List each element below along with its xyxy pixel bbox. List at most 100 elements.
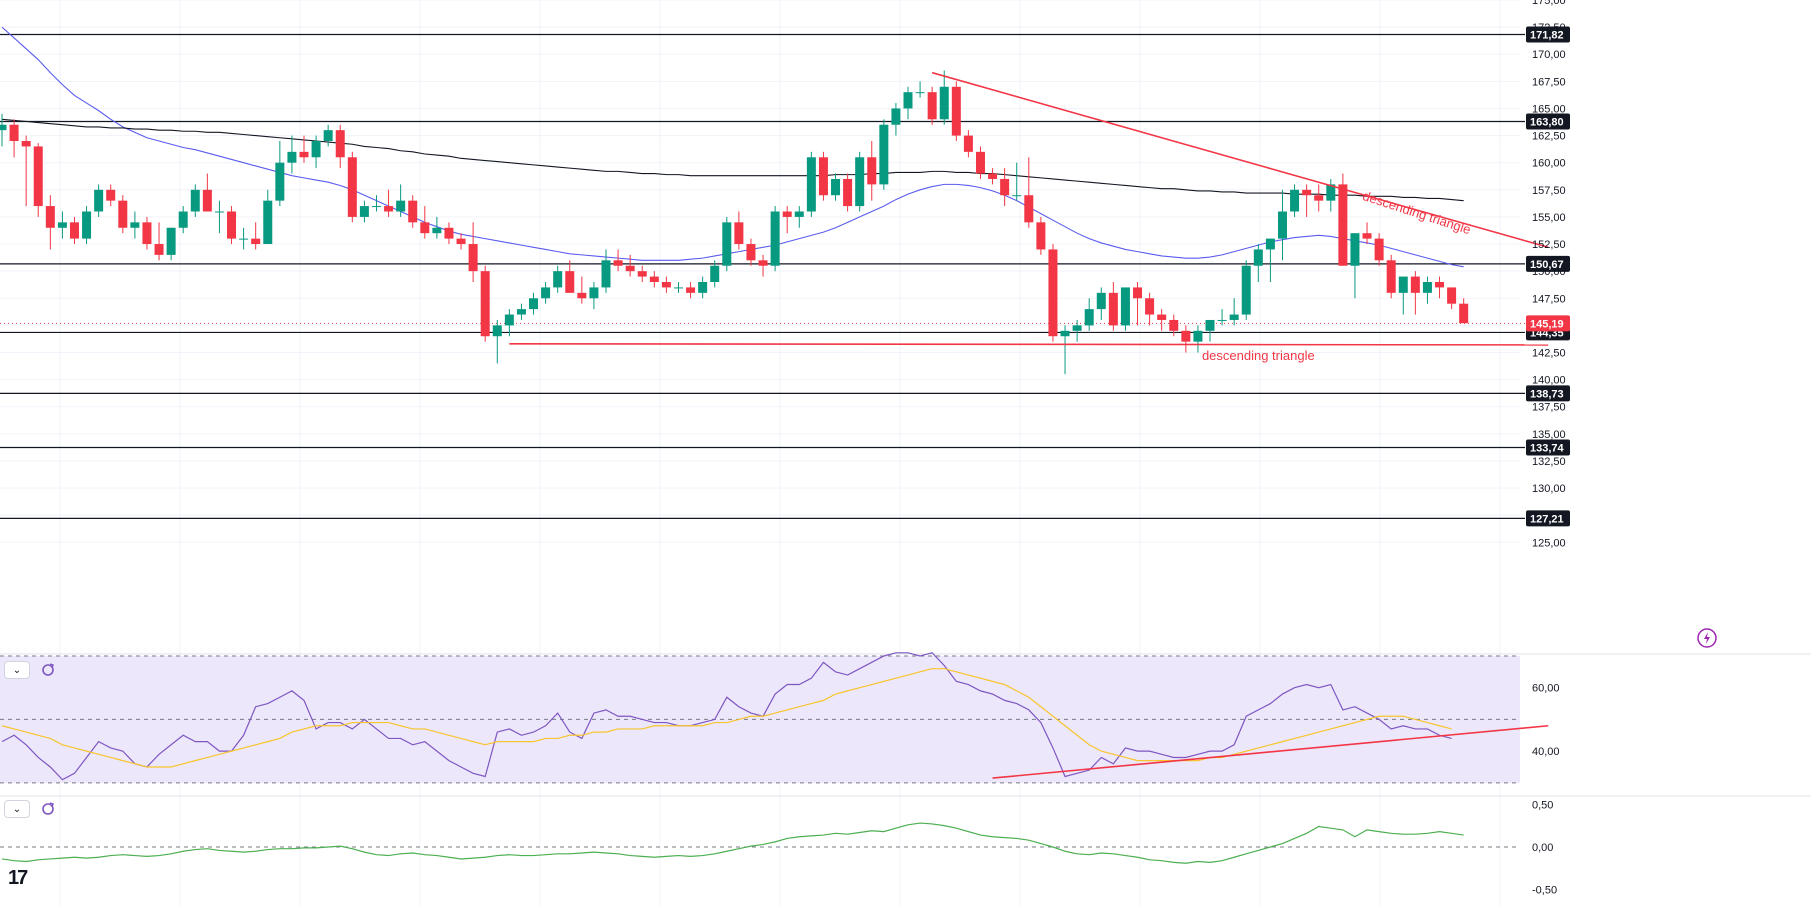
candle bbox=[1157, 309, 1167, 331]
candle-body bbox=[251, 238, 261, 245]
candle bbox=[227, 206, 237, 245]
candle bbox=[806, 151, 816, 217]
y-tick-label: 135,00 bbox=[1532, 429, 1566, 441]
candle-body bbox=[1350, 233, 1360, 266]
candle bbox=[1108, 282, 1118, 331]
candle-body bbox=[444, 227, 454, 239]
annotation-label: descending triangle bbox=[1202, 348, 1315, 363]
candle-body bbox=[335, 130, 345, 158]
candle-body bbox=[988, 173, 998, 179]
candle-body bbox=[263, 200, 273, 245]
rsi-series-line bbox=[1, 652, 1452, 781]
candle-body bbox=[492, 325, 502, 337]
candle-body bbox=[661, 282, 671, 288]
candle bbox=[323, 124, 333, 147]
candle bbox=[589, 282, 599, 310]
candle bbox=[9, 119, 19, 158]
level-label: 150,67 bbox=[1530, 259, 1564, 271]
lightning-icon[interactable] bbox=[1697, 628, 1717, 648]
candle-body bbox=[33, 146, 43, 207]
candle-body bbox=[975, 151, 985, 174]
candle-body bbox=[154, 244, 164, 255]
candle-body bbox=[915, 92, 925, 94]
candle-body bbox=[275, 162, 285, 201]
candle bbox=[855, 151, 865, 212]
candle-body bbox=[9, 124, 19, 141]
candle-body bbox=[69, 222, 79, 239]
candle bbox=[1084, 298, 1094, 331]
candle-body bbox=[565, 271, 575, 293]
candle-body bbox=[420, 222, 430, 234]
candle-body bbox=[1410, 276, 1420, 293]
candle bbox=[1350, 233, 1360, 299]
candle-body bbox=[311, 141, 321, 158]
candle bbox=[1169, 314, 1179, 337]
candle-body bbox=[384, 206, 394, 212]
y-tick-label: 137,50 bbox=[1532, 402, 1566, 414]
candle bbox=[1302, 184, 1312, 217]
candle bbox=[1181, 325, 1191, 353]
candle-body bbox=[130, 222, 140, 228]
candle bbox=[1048, 244, 1058, 342]
candle bbox=[1277, 189, 1287, 261]
candle bbox=[82, 206, 92, 245]
moving-averages bbox=[1, 26, 1464, 268]
candle-body bbox=[1205, 319, 1215, 331]
candle-body bbox=[577, 292, 587, 299]
candle bbox=[1217, 309, 1227, 326]
candle-body bbox=[1241, 265, 1251, 315]
candle-body bbox=[118, 200, 128, 228]
candle bbox=[565, 260, 575, 293]
candle-body bbox=[541, 287, 551, 299]
candle-body bbox=[722, 222, 732, 266]
candle-body bbox=[734, 222, 744, 245]
candle-body bbox=[94, 189, 104, 212]
oscillator-pane: 0,50 0,00 -0,50 bbox=[0, 795, 1811, 897]
candle bbox=[299, 135, 309, 163]
candle-body bbox=[347, 157, 357, 217]
candle bbox=[710, 260, 720, 288]
candle bbox=[94, 184, 104, 217]
candle-body bbox=[516, 309, 526, 315]
candles bbox=[0, 70, 1469, 375]
candle bbox=[311, 135, 321, 169]
y-tick-label: 157,50 bbox=[1532, 185, 1566, 197]
rsi-sync-button[interactable] bbox=[40, 662, 56, 678]
candle bbox=[1410, 271, 1420, 315]
candle-body bbox=[770, 211, 780, 266]
candle bbox=[963, 130, 973, 158]
candle bbox=[1314, 184, 1324, 212]
candle bbox=[831, 173, 841, 201]
candle bbox=[359, 200, 369, 223]
candle-body bbox=[601, 260, 611, 288]
candle-body bbox=[963, 135, 973, 152]
last-price-badge bbox=[1526, 315, 1570, 332]
candle-body bbox=[1108, 292, 1118, 326]
oscillator-sync-button[interactable] bbox=[40, 801, 56, 817]
candle bbox=[649, 271, 659, 288]
candle bbox=[1398, 276, 1408, 315]
candle-body bbox=[1314, 195, 1324, 201]
candle bbox=[21, 135, 31, 207]
candle bbox=[0, 113, 7, 147]
trendline bbox=[509, 343, 1549, 346]
candle-body bbox=[178, 211, 188, 228]
sync-icon bbox=[42, 802, 54, 815]
candle bbox=[347, 151, 357, 223]
tradingview-logo-icon: 17 bbox=[8, 867, 28, 889]
candle-body bbox=[1326, 184, 1336, 201]
candle-body bbox=[1265, 238, 1275, 250]
candle-body bbox=[758, 260, 768, 266]
candle bbox=[661, 276, 671, 293]
rsi-collapse-button[interactable]: ⌄ bbox=[4, 661, 30, 679]
candle bbox=[239, 227, 249, 250]
candle-body bbox=[408, 200, 418, 223]
trendline bbox=[931, 71, 1549, 249]
candle bbox=[214, 200, 224, 234]
candle bbox=[444, 222, 454, 245]
oscillator-collapse-button[interactable]: ⌄ bbox=[4, 800, 30, 818]
candle-body bbox=[227, 211, 237, 239]
chevron-down-icon: ⌄ bbox=[12, 803, 22, 815]
candle bbox=[1290, 184, 1300, 217]
